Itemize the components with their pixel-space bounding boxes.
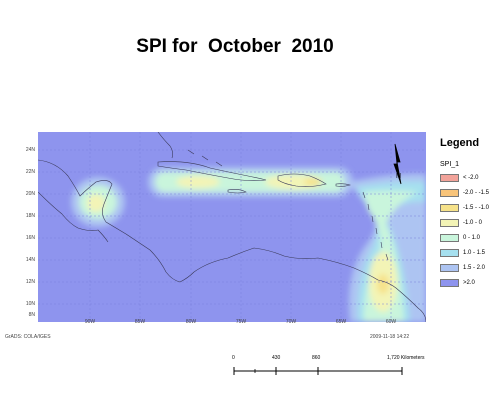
lon-label-70w: 70W	[285, 319, 297, 325]
scale-label-430: 430	[272, 355, 281, 361]
lat-label-20n: 20N	[25, 191, 35, 197]
legend-item: < -2.0	[440, 173, 479, 183]
lat-label-24n: 24N	[25, 147, 35, 153]
zone-east-hot	[377, 274, 389, 294]
legend-label: 1.5 - 2.0	[463, 265, 486, 271]
lat-label-22n: 22N	[25, 169, 35, 175]
scale-label-max: 1,720 Kilometers	[387, 355, 425, 361]
legend-swatch	[440, 249, 459, 257]
legend-label: 0 - 1.0	[463, 235, 481, 241]
lon-label-90w: 90W	[84, 319, 96, 325]
legend-label: 1.0 - 1.5	[463, 250, 486, 256]
legend-item: >2.0	[440, 278, 475, 288]
legend-item: 0 - 1.0	[440, 233, 480, 243]
lat-label-18n: 18N	[25, 213, 35, 219]
lon-label-75w: 75W	[235, 319, 247, 325]
legend-item: -1.5 - -1.0	[440, 203, 489, 213]
north-arrow-icon: N	[393, 143, 402, 185]
data-credit: GrADS: COLA/IGES	[5, 334, 51, 340]
lon-label-60w: 60W	[385, 319, 397, 325]
timestamp: 2009-11-18 14:22	[370, 334, 410, 340]
legend-label: -1.5 - -1.0	[463, 205, 490, 211]
legend-field-name: SPI_1	[440, 161, 460, 168]
zone-antilles-core-west	[176, 176, 220, 188]
spi-map-canvas: N	[38, 132, 426, 322]
zone-antilles-hot	[304, 178, 322, 186]
lat-label-12n: 12N	[25, 279, 35, 285]
scale-bar: 0 430 860 1,720 Kilometers	[232, 355, 442, 385]
legend-label: >2.0	[463, 280, 475, 286]
map-title: SPI for October 2010	[136, 36, 334, 57]
legend-title: Legend	[440, 137, 480, 149]
legend-swatch	[440, 279, 459, 287]
legend-label: -2.0 - -1.5	[463, 190, 490, 196]
zone-antilles-core-east	[265, 175, 321, 189]
zone-yucatan-core	[87, 194, 105, 212]
legend-swatch	[440, 264, 459, 272]
scale-bar-graphic	[233, 367, 403, 375]
scale-label-860: 860	[312, 355, 321, 361]
lon-label-80w: 80W	[185, 319, 197, 325]
scale-label-0: 0	[232, 355, 235, 361]
lat-label-10n: 10N	[25, 301, 35, 307]
legend-item: -1.0 - 0	[440, 218, 482, 228]
spi-map: N	[38, 132, 426, 322]
legend-swatch	[440, 189, 459, 197]
lat-label-8n: 8N	[28, 312, 35, 318]
legend-label: -1.0 - 0	[463, 220, 483, 226]
legend-item: 1.0 - 1.5	[440, 248, 485, 258]
legend-item: 1.5 - 2.0	[440, 263, 485, 273]
coastlines	[38, 132, 426, 322]
spi-zones	[71, 167, 426, 322]
legend-swatch	[440, 174, 459, 182]
legend-swatch	[440, 234, 459, 242]
lat-label-16n: 16N	[25, 235, 35, 241]
lon-label-65w: 65W	[335, 319, 347, 325]
legend-swatch	[440, 204, 459, 212]
lon-label-85w: 85W	[134, 319, 146, 325]
legend-swatch	[440, 219, 459, 227]
legend-label: < -2.0	[463, 175, 479, 181]
legend-item: -2.0 - -1.5	[440, 188, 489, 198]
lat-label-14n: 14N	[25, 257, 35, 263]
svg-text:N: N	[396, 173, 401, 180]
graticule	[38, 132, 426, 322]
